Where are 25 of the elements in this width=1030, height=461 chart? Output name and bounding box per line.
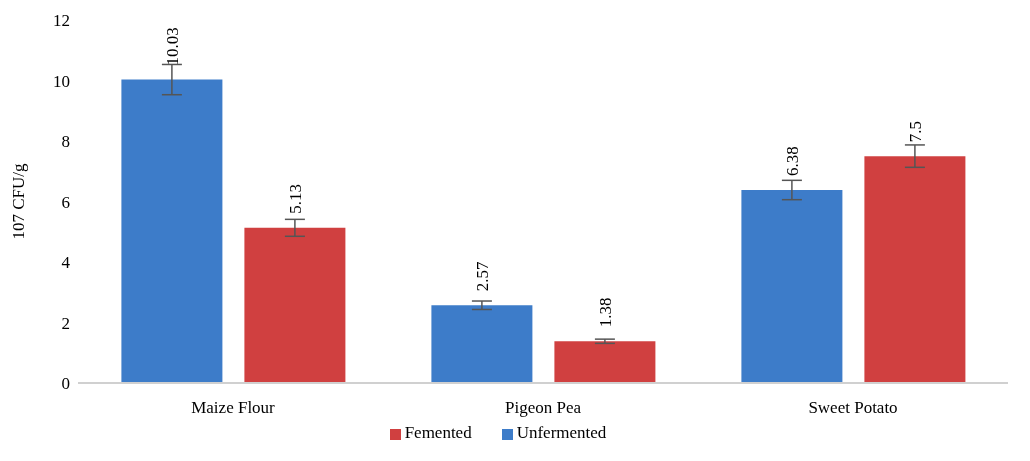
y-tick-label: 10 bbox=[53, 71, 70, 91]
data-label: 10.03 bbox=[162, 27, 182, 66]
bar bbox=[244, 227, 346, 383]
x-tick-label: Sweet Potato bbox=[808, 398, 898, 418]
data-label: 7.5 bbox=[905, 120, 925, 143]
bar bbox=[431, 305, 533, 383]
legend-label: Unfermented bbox=[516, 423, 607, 442]
x-tick-label: Pigeon Pea bbox=[504, 398, 582, 418]
data-label: 6.38 bbox=[782, 146, 802, 177]
data-label: 5.13 bbox=[285, 184, 305, 214]
y-tick-label: 2 bbox=[61, 313, 70, 333]
bar bbox=[554, 341, 656, 383]
data-label: 1.38 bbox=[595, 297, 615, 328]
data-label: 2.57 bbox=[472, 261, 492, 292]
y-tick-label: 6 bbox=[61, 192, 70, 212]
bar bbox=[121, 79, 223, 383]
y-tick-label: 0 bbox=[61, 374, 70, 394]
y-axis-title: 107 CFU/g bbox=[9, 162, 29, 240]
y-tick-label: 4 bbox=[61, 253, 71, 273]
x-tick-label: Maize Flour bbox=[191, 398, 276, 418]
bar bbox=[741, 190, 843, 383]
y-tick-label: 12 bbox=[53, 11, 70, 31]
bar bbox=[864, 156, 966, 383]
y-tick-label: 8 bbox=[61, 132, 70, 152]
legend-label: Femented bbox=[404, 423, 472, 442]
